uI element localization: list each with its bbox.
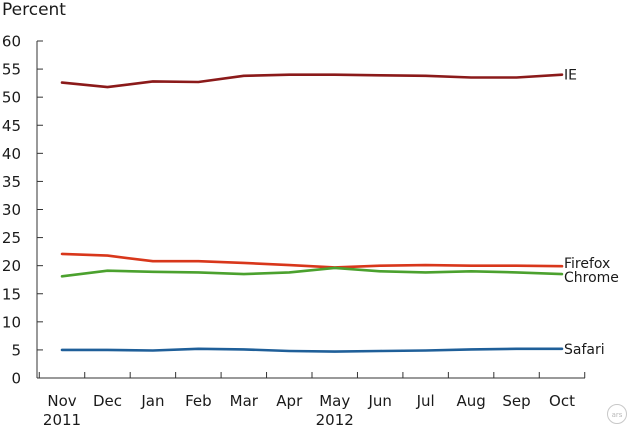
axes bbox=[36, 41, 585, 379]
series-lines bbox=[60, 73, 564, 353]
y-tick-label: 50 bbox=[2, 89, 21, 107]
x-year-label: 2011 bbox=[43, 411, 81, 428]
x-tick-label: Oct bbox=[549, 392, 575, 410]
y-axis-ticks: 0 5 10 15 20 25 30 35 40 45 50 55 60 bbox=[2, 33, 43, 388]
y-axis-label: Percent bbox=[2, 0, 66, 20]
series-line-firefox bbox=[60, 252, 564, 269]
y-tick-label: 15 bbox=[2, 285, 21, 303]
x-tick-label: Dec bbox=[93, 392, 122, 410]
x-tick-label: Apr bbox=[276, 392, 303, 410]
y-tick-label: 45 bbox=[2, 117, 21, 135]
y-tick-label: 0 bbox=[11, 370, 21, 388]
series-label-ie: IE bbox=[564, 68, 577, 84]
series-line-chrome bbox=[60, 266, 564, 278]
ars-logo: ars bbox=[607, 404, 627, 424]
y-tick-label: 55 bbox=[2, 61, 21, 79]
x-tick-label: Jul bbox=[416, 392, 435, 410]
x-tick-label: Nov bbox=[47, 392, 76, 410]
y-tick-label: 40 bbox=[2, 145, 21, 163]
series-label-firefox: Firefox bbox=[564, 256, 610, 272]
x-tick-label: May bbox=[319, 392, 350, 410]
series-line-safari bbox=[60, 347, 564, 353]
x-axis-ticks: Nov Dec Jan Feb Mar Apr May Jun Jul Aug Sep Oct 2011… bbox=[38, 372, 586, 428]
series-label-chrome: Chrome bbox=[564, 270, 619, 286]
x-tick-label: Sep bbox=[502, 392, 530, 410]
x-tick-label: Jun bbox=[367, 392, 391, 410]
x-year-label: 2012 bbox=[316, 411, 354, 428]
y-tick-label: 5 bbox=[11, 341, 21, 359]
y-tick-label: 60 bbox=[2, 33, 21, 51]
x-tick-label: Feb bbox=[185, 392, 212, 410]
series-label-safari: Safari bbox=[564, 342, 605, 358]
y-tick-label: 25 bbox=[2, 229, 21, 247]
y-tick-label: 20 bbox=[2, 257, 21, 275]
y-tick-label: 10 bbox=[2, 313, 21, 331]
y-tick-label: 30 bbox=[2, 201, 21, 219]
y-tick-label: 35 bbox=[2, 173, 21, 191]
x-tick-label: Mar bbox=[230, 392, 259, 410]
x-tick-label: Jan bbox=[140, 392, 164, 410]
x-tick-label: Aug bbox=[456, 392, 485, 410]
series-line-ie bbox=[60, 73, 564, 89]
